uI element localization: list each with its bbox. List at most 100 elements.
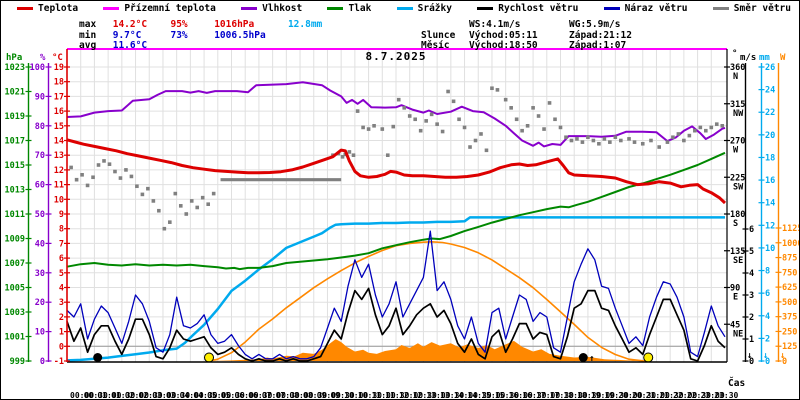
wind-direction-dot bbox=[173, 191, 178, 196]
stat-min-pressure: 1006.5hPa bbox=[214, 29, 266, 41]
wind-direction-dot bbox=[140, 192, 145, 197]
time-tick-label: 14:30 bbox=[468, 391, 492, 400]
wind-direction-dot bbox=[468, 145, 472, 149]
wind-direction-dot bbox=[640, 141, 645, 146]
wind-direction-dot bbox=[586, 135, 590, 140]
humidity-tick-label: 40 bbox=[35, 239, 45, 249]
legend-swatch-icon bbox=[712, 7, 729, 10]
solar-tick-label: 875 bbox=[782, 254, 797, 264]
temperature-line bbox=[66, 138, 727, 205]
pressure-tick-label: 1011 bbox=[5, 210, 25, 220]
wind-speed-current: WS:4.1m/s bbox=[469, 19, 521, 30]
wind-direction-dot bbox=[355, 109, 360, 113]
time-tick-label: 00:30 bbox=[84, 391, 108, 400]
legend-label: Přízemní teplota bbox=[124, 3, 216, 14]
time-tick-label: 13:00 bbox=[426, 391, 450, 400]
time-tick-label: 04:30 bbox=[193, 391, 217, 400]
rain-tick-label: 0 bbox=[765, 357, 770, 367]
wind-direction-dot bbox=[446, 89, 450, 94]
solar-tick-label: 125 bbox=[782, 342, 797, 352]
humidity-tick-label: 0 bbox=[40, 357, 45, 367]
solar-tick-label: 750 bbox=[782, 268, 797, 278]
direction-axis-unit: ° bbox=[732, 49, 738, 59]
moon-row: Měsíc Východ:18:50 Západ:1:07 bbox=[421, 40, 632, 52]
legend-item-4: Tlak bbox=[327, 3, 371, 14]
wind-gust-current: WG:5.9m/s bbox=[569, 19, 621, 30]
rain-tick-label: 10 bbox=[765, 244, 775, 254]
wind-direction-dot bbox=[462, 125, 467, 130]
wind-direction-dot bbox=[366, 127, 371, 131]
temperature-tick-label: 11 bbox=[54, 181, 64, 191]
wind-direction-dot bbox=[704, 128, 708, 133]
stats-block: max 14.2°C 95% 1016hPa 12.8mm min 9.7°C … bbox=[79, 19, 336, 52]
sun-row: Slunce Východ:05:11 Západ:21:12 bbox=[421, 29, 632, 42]
wind-direction-dot bbox=[96, 163, 101, 167]
wind-direction-dot bbox=[569, 138, 574, 143]
temperature-tick-label: 5 bbox=[59, 269, 64, 279]
wind-direction-dot bbox=[649, 138, 653, 143]
temperature-tick-label: 1 bbox=[59, 328, 64, 338]
header-block: WS:4.1m/s WG:5.9m/s Slunce Východ:05:11 … bbox=[421, 19, 632, 52]
direction-cardinal-label: SW bbox=[733, 182, 744, 192]
wind-gust-line bbox=[66, 230, 726, 360]
pressure-tick-label: 1023 bbox=[5, 63, 25, 73]
stats-avg-row: avg 11.6°C bbox=[79, 40, 336, 52]
time-tick-label: 18:00 bbox=[564, 391, 588, 400]
wind-direction-dot bbox=[671, 135, 675, 140]
humidity-line bbox=[66, 81, 726, 148]
wind-direction-dot bbox=[74, 177, 79, 182]
wind-direction-dot bbox=[102, 159, 106, 163]
wind-direction-dot bbox=[85, 183, 90, 188]
temperature-tick-label: 17 bbox=[54, 92, 64, 102]
stat-avg-label: avg bbox=[79, 40, 97, 51]
stat-max-humidity: 95% bbox=[170, 19, 188, 30]
time-tick-label: 05:00 bbox=[207, 391, 231, 400]
stat-min-temp: 9.7°C bbox=[112, 29, 142, 41]
wind-direction-dot bbox=[157, 208, 161, 213]
rain-tick-label: 12 bbox=[765, 221, 775, 231]
wind-tick-label: 1 bbox=[749, 335, 754, 345]
temperature-tick-label: 6 bbox=[59, 254, 64, 264]
wind-direction-dot bbox=[531, 106, 535, 110]
wind-direction-dot bbox=[413, 117, 417, 122]
wind-direction-dot bbox=[564, 135, 568, 140]
wind-direction-dot bbox=[608, 140, 612, 144]
temperature-tick-label: 19 bbox=[54, 63, 64, 73]
rain-tick-label: 20 bbox=[765, 131, 775, 141]
legend-item-5: Srážky bbox=[396, 3, 452, 14]
temperature-axis-unit: °C bbox=[52, 53, 63, 63]
solar-measured-area bbox=[209, 339, 649, 361]
time-tick-label: 19:30 bbox=[605, 391, 629, 400]
pressure-tick-label: 1017 bbox=[5, 137, 25, 147]
wind-direction-dot bbox=[575, 137, 579, 141]
stat-max-temp: 14.2°C bbox=[112, 19, 148, 30]
temperature-tick-label: 7 bbox=[59, 239, 64, 249]
legend-label: Rychlost větru bbox=[498, 3, 579, 14]
time-tick-label: 07:00 bbox=[262, 391, 286, 400]
direction-tick-label: 45 bbox=[730, 320, 740, 330]
moonset-marker bbox=[93, 353, 103, 362]
sunrise-time: Východ:05:11 bbox=[469, 29, 538, 41]
wind-direction-dot bbox=[168, 220, 172, 224]
wind-direction-dot bbox=[351, 153, 356, 157]
time-tick-label: 08:00 bbox=[289, 391, 313, 400]
temperature-tick-label: 16 bbox=[54, 107, 64, 117]
direction-tick-label: 225 bbox=[730, 173, 745, 183]
time-tick-label: 12:30 bbox=[413, 391, 437, 400]
wind-direction-dot bbox=[429, 112, 434, 117]
rain-tick-label: 2 bbox=[765, 334, 770, 344]
humidity-tick-label: 50 bbox=[35, 210, 45, 220]
legend-item-2: Přízemní teplota bbox=[103, 3, 216, 14]
wind-direction-dot bbox=[69, 165, 73, 170]
wind-direction-dot bbox=[189, 199, 194, 203]
wind-direction-dot bbox=[484, 148, 489, 153]
wind-direction-dot bbox=[372, 124, 376, 128]
wind-direction-dot bbox=[435, 122, 439, 126]
wind-direction-dot bbox=[613, 135, 618, 140]
wind-direction-dot bbox=[503, 97, 508, 102]
wind-direction-dot bbox=[418, 128, 423, 133]
pressure-tick-label: 1005 bbox=[5, 284, 25, 294]
wind-direction-dot bbox=[107, 162, 112, 166]
time-tick-label: 05:30 bbox=[221, 391, 245, 400]
legend-item-1: Teplota bbox=[17, 3, 78, 14]
